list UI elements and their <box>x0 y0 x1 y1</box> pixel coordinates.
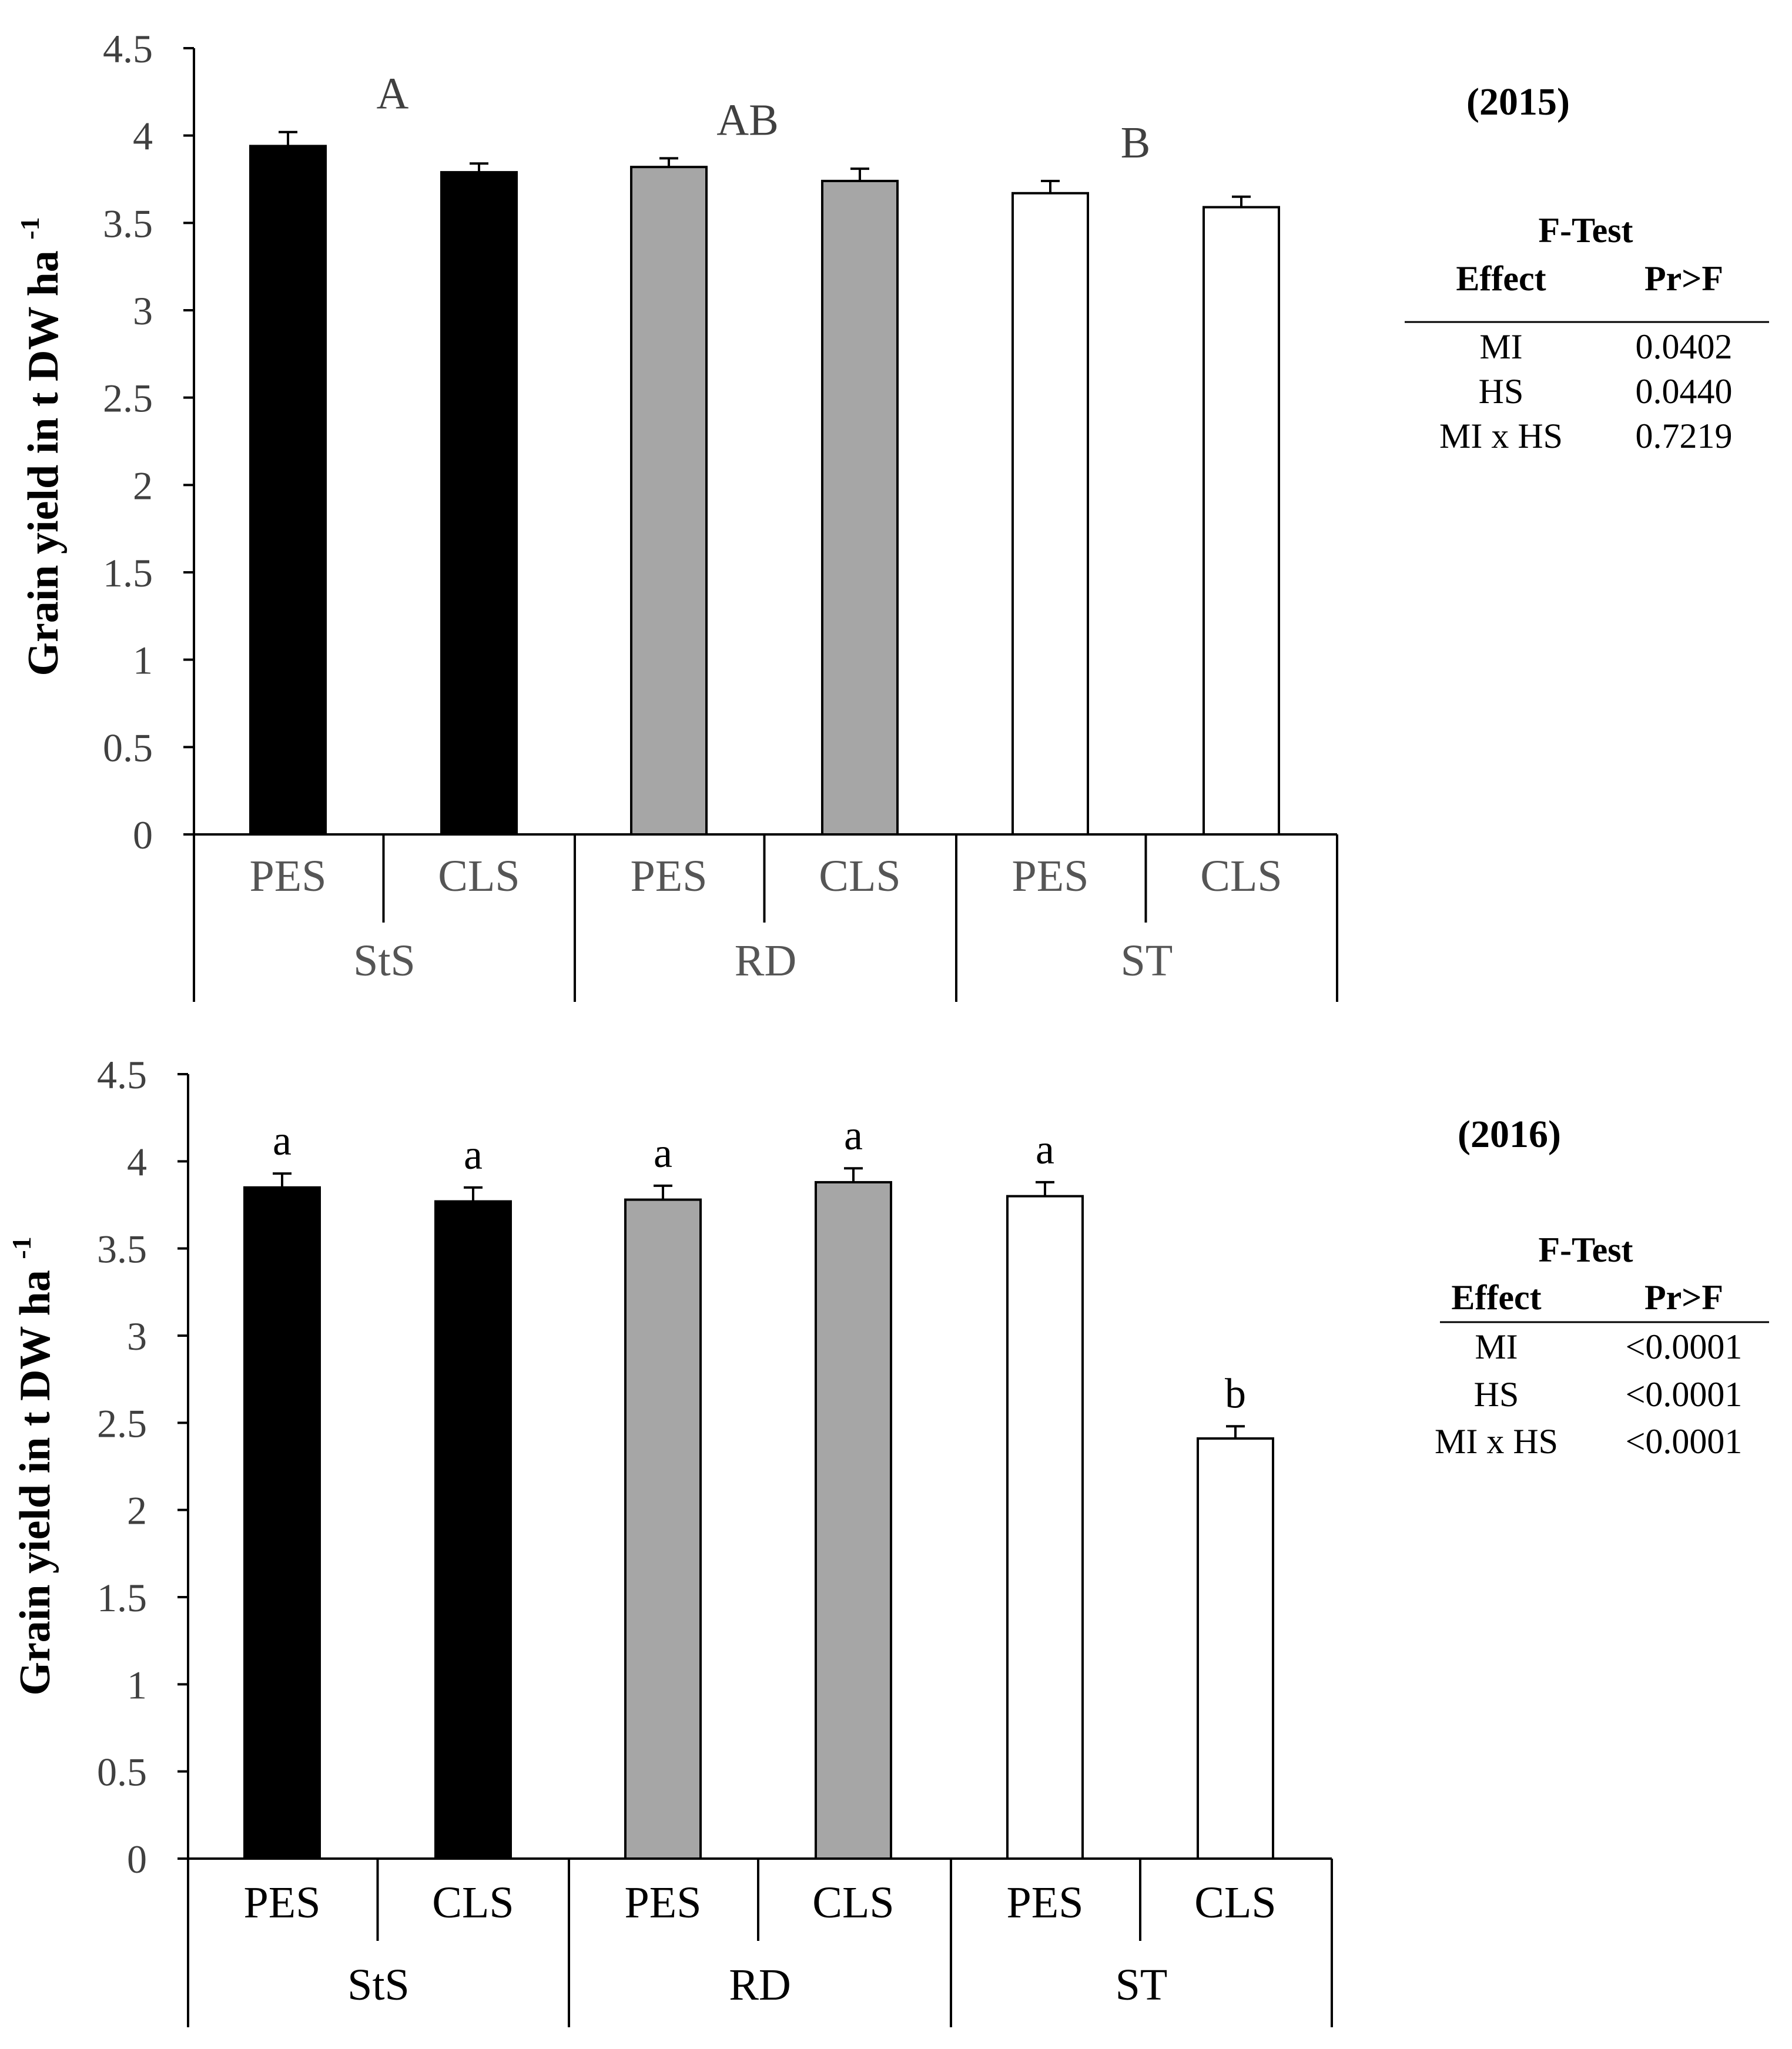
ftest-effect: HS <box>1474 1375 1519 1414</box>
bar <box>249 145 327 836</box>
y-axis-title: Grain yield in t DW ha -1 <box>6 1236 59 1695</box>
panel-2015: 0 0.5 1 1.5 2 2.5 3 3.5 4 4.5 Grain yield in t DW … <box>15 26 1769 1002</box>
year-label: (2016) <box>1458 1113 1561 1156</box>
group-label: RD <box>729 1960 791 2010</box>
y-tick-label: 3 <box>133 289 153 333</box>
ftest-effect: MI x HS <box>1435 1422 1558 1461</box>
group-label: RD <box>735 936 797 985</box>
bar <box>815 1181 892 1860</box>
y-tick-label: 4.5 <box>97 1052 147 1097</box>
y-tick-label: 0 <box>133 813 153 857</box>
y-tick-label: 3.5 <box>103 201 153 246</box>
y-tick-label: 1 <box>127 1662 147 1707</box>
significance-letter: b <box>1225 1370 1246 1417</box>
bar <box>1197 1437 1274 1860</box>
ftest-pvalue: <0.0001 <box>1626 1375 1743 1414</box>
ftest-effect: MI x HS <box>1439 417 1563 455</box>
y-axis-title-superscript: -1 <box>15 217 45 239</box>
y-tick-label: 4.5 <box>103 26 153 71</box>
category-label: CLS <box>1200 851 1282 901</box>
ftest-pvalue: 0.0402 <box>1636 327 1733 366</box>
ftest-effect: HS <box>1479 372 1524 411</box>
ftest-pvalue: 0.0440 <box>1636 372 1733 411</box>
panel-2016: 0 0.5 1 1.5 2 2.5 3 3.5 4 4.5 Grain yield in t DW … <box>6 1052 1769 2027</box>
y-tick-label: 3 <box>127 1314 147 1359</box>
y-tick-label: 0.5 <box>103 725 153 770</box>
ftest-header: Effect <box>1451 1278 1541 1317</box>
y-tick-label: 1.5 <box>97 1575 147 1620</box>
y-tick-label: 1 <box>133 638 153 683</box>
category-label: PES <box>250 851 327 901</box>
bar <box>1011 192 1089 836</box>
bar <box>821 179 899 836</box>
bar <box>630 166 708 836</box>
significance-letter: a <box>654 1129 672 1176</box>
group-label: ST <box>1121 936 1173 985</box>
year-label: (2015) <box>1466 81 1570 123</box>
category-label: CLS <box>432 1878 514 1927</box>
y-tick-label: 2 <box>127 1488 147 1533</box>
ftest-header: Effect <box>1456 259 1546 298</box>
significance-letter: a <box>1036 1126 1054 1173</box>
significance-letter: a <box>464 1131 483 1178</box>
y-tick-label: 2 <box>133 463 153 508</box>
ftest-header: Pr>F <box>1644 1278 1723 1317</box>
significance-letter: A <box>377 69 409 119</box>
y-tick-label: 4 <box>133 114 153 159</box>
significance-letter: B <box>1121 118 1151 167</box>
category-label: CLS <box>812 1878 894 1927</box>
y-tick-label: 1.5 <box>103 551 153 595</box>
ftest-pvalue: 0.7219 <box>1636 417 1733 455</box>
bar <box>434 1200 512 1860</box>
ftest-pvalue: <0.0001 <box>1626 1422 1743 1461</box>
group-label: ST <box>1116 1960 1168 2010</box>
category-label: PES <box>625 1878 702 1927</box>
bar <box>243 1186 321 1860</box>
group-label: StS <box>353 936 416 985</box>
category-label: PES <box>244 1878 321 1927</box>
category-label: PES <box>1007 1878 1084 1927</box>
y-tick-label: 3.5 <box>97 1227 147 1272</box>
bar <box>440 171 518 836</box>
significance-letter: a <box>273 1117 292 1164</box>
category-label: PES <box>1012 851 1089 901</box>
category-label: CLS <box>1194 1878 1276 1927</box>
significance-letter: AB <box>716 95 779 145</box>
ftest-pvalue: <0.0001 <box>1626 1327 1743 1366</box>
y-tick-label: 4 <box>127 1139 147 1184</box>
category-label: PES <box>631 851 708 901</box>
bar <box>1006 1195 1084 1860</box>
ftest-title: F-Test <box>1538 211 1633 250</box>
y-axis-title-superscript: -1 <box>6 1236 36 1259</box>
ftest-title: F-Test <box>1538 1230 1633 1269</box>
ftest-header: Pr>F <box>1644 259 1723 298</box>
bar <box>1203 206 1280 836</box>
category-label: CLS <box>819 851 900 901</box>
bar <box>624 1198 702 1860</box>
y-tick-label: 0 <box>127 1837 147 1882</box>
y-axis-title: Grain yield in t DW ha -1 <box>15 217 68 676</box>
ftest-effect: MI <box>1475 1327 1518 1366</box>
significance-letter: a <box>844 1112 863 1159</box>
y-tick-label: 2.5 <box>103 376 153 421</box>
y-tick-label: 0.5 <box>97 1750 147 1795</box>
group-label: StS <box>347 1960 410 2010</box>
y-tick-label: 2.5 <box>97 1401 147 1446</box>
ftest-effect: MI <box>1479 327 1522 366</box>
category-label: CLS <box>438 851 520 901</box>
